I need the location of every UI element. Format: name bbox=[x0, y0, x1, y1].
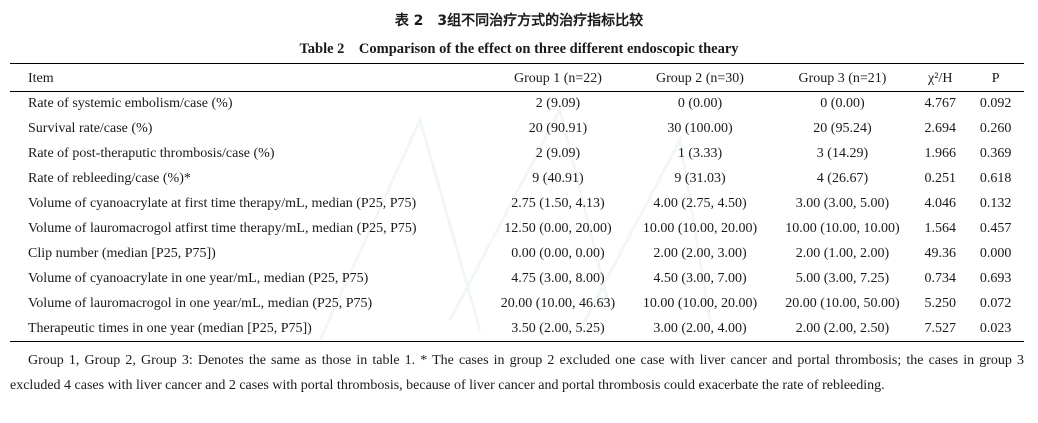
cell-item: Rate of post-theraputic thrombosis/case … bbox=[28, 145, 275, 161]
cell-group1: 20 (90.91) bbox=[528, 120, 588, 136]
cell-p: 0.132 bbox=[979, 195, 1012, 211]
bottom-rule bbox=[10, 341, 1024, 343]
cell-chi-h: 1.564 bbox=[924, 220, 956, 236]
cell-group1: 2.75 (1.50, 4.13) bbox=[511, 195, 605, 211]
cell-item: Volume of lauromacrogol in one year/mL, … bbox=[28, 295, 373, 311]
cell-group3: 10.00 (10.00, 10.00) bbox=[785, 220, 900, 236]
table-row: Rate of post-theraputic thrombosis/case … bbox=[10, 141, 1024, 166]
cell-chi-h: 4.767 bbox=[924, 95, 956, 111]
cell-item: Clip number (median [P25, P75]) bbox=[28, 245, 216, 261]
cell-item: Rate of systemic embolism/case (%) bbox=[28, 95, 233, 111]
table-row: Volume of cyanoacrylate at first time th… bbox=[10, 191, 1024, 216]
cell-item: Volume of lauromacrogol atfirst time the… bbox=[28, 220, 417, 236]
cell-group3: 2.00 (1.00, 2.00) bbox=[795, 245, 890, 261]
table-row: Survival rate/case (%) 20 (90.91) 30 (100.… bbox=[10, 116, 1024, 141]
cell-group2: 9 (31.03) bbox=[674, 170, 726, 186]
col-header-chi-h: χ²/H bbox=[928, 70, 953, 86]
cell-group2: 3.00 (2.00, 4.00) bbox=[653, 320, 747, 336]
cell-group2: 4.00 (2.75, 4.50) bbox=[653, 195, 747, 211]
cell-p: 0.457 bbox=[979, 220, 1012, 236]
table-row: Clip number (median [P25, P75]) 0.00 (0.0… bbox=[10, 241, 1024, 266]
comparison-table: Item Group 1 (n=22) Group 2 (n=30) Group… bbox=[10, 66, 1024, 341]
cell-group1: 0.00 (0.00, 0.00) bbox=[511, 245, 605, 261]
cell-p: 0.000 bbox=[979, 245, 1012, 261]
cell-p: 0.260 bbox=[979, 120, 1012, 136]
cell-chi-h: 0.251 bbox=[924, 170, 956, 186]
cell-group3: 5.00 (3.00, 7.25) bbox=[795, 270, 890, 286]
cell-group3: 20 (95.24) bbox=[813, 120, 872, 136]
cell-p: 0.618 bbox=[979, 170, 1012, 186]
col-header-group2: Group 2 (n=30) bbox=[655, 70, 744, 86]
cell-p: 0.072 bbox=[979, 295, 1012, 311]
table-title-english: Table 2 Comparison of the effect on thre… bbox=[299, 41, 739, 57]
cell-chi-h: 2.694 bbox=[924, 120, 956, 136]
table-row: Rate of rebleeding/case (%)* 9 (40.91) 9 (… bbox=[10, 166, 1024, 191]
cell-group1: 12.50 (0.00, 20.00) bbox=[504, 220, 612, 236]
table-row: Volume of lauromacrogol in one year/mL, … bbox=[10, 291, 1024, 316]
cell-group2: 2.00 (2.00, 3.00) bbox=[653, 245, 747, 261]
col-header-group1: Group 1 (n=22) bbox=[513, 70, 602, 86]
cell-group1: 20.00 (10.00, 46.63) bbox=[500, 295, 616, 311]
cell-group2: 0 (0.00) bbox=[677, 95, 723, 111]
cell-group1: 4.75 (3.00, 8.00) bbox=[511, 270, 605, 286]
cell-chi-h: 1.966 bbox=[924, 145, 956, 161]
cell-group3: 20.00 (10.00, 50.00) bbox=[785, 295, 900, 311]
table-row: Volume of lauromacrogol atfirst time the… bbox=[10, 216, 1024, 241]
cell-group3: 3.00 (3.00, 5.00) bbox=[795, 195, 890, 211]
cell-chi-h: 5.250 bbox=[924, 295, 956, 311]
cell-p: 0.369 bbox=[979, 145, 1012, 161]
cell-item: Volume of cyanoacrylate in one year/mL, … bbox=[28, 270, 369, 286]
col-header-p: P bbox=[991, 70, 1000, 86]
header-row: Item Group 1 (n=22) Group 2 (n=30) Group… bbox=[10, 66, 1024, 91]
cell-item: Volume of cyanoacrylate at first time th… bbox=[28, 195, 417, 211]
cell-p: 0.092 bbox=[979, 95, 1012, 111]
watermark bbox=[318, 105, 712, 341]
cell-group3: 4 (26.67) bbox=[816, 170, 869, 186]
cell-chi-h: 0.734 bbox=[924, 270, 956, 286]
table-row: Rate of systemic embolism/case (%) 2 (9.0… bbox=[10, 91, 1024, 116]
cell-group2: 4.50 (3.00, 7.00) bbox=[653, 270, 747, 286]
col-header-item: Item bbox=[28, 70, 54, 86]
table-title-chinese: 表 2 3组不同治疗方式的治疗指标比较 bbox=[394, 13, 644, 29]
header-rule bbox=[10, 91, 1024, 92]
cell-p: 0.023 bbox=[979, 320, 1012, 336]
cell-group2: 10.00 (10.00, 20.00) bbox=[642, 295, 758, 311]
cell-group2: 30 (100.00) bbox=[667, 120, 733, 136]
cell-group2: 1 (3.33) bbox=[677, 145, 723, 161]
cell-group2: 10.00 (10.00, 20.00) bbox=[642, 220, 758, 236]
cell-item: Rate of rebleeding/case (%)* bbox=[28, 170, 191, 186]
cell-group3: 2.00 (2.00, 2.50) bbox=[795, 320, 890, 336]
table-footnote: Group 1, Group 2, Group 3: Denotes the s… bbox=[10, 353, 1024, 393]
cell-chi-h: 49.36 bbox=[924, 245, 956, 261]
cell-group1: 2 (9.09) bbox=[535, 145, 581, 161]
cell-item: Therapeutic times in one year (median [P… bbox=[28, 320, 312, 336]
table-row: Therapeutic times in one year (median [P… bbox=[10, 316, 1024, 341]
cell-item: Survival rate/case (%) bbox=[28, 120, 153, 136]
cell-group1: 2 (9.09) bbox=[535, 95, 581, 111]
top-rule bbox=[10, 63, 1024, 65]
table-row: Volume of cyanoacrylate in one year/mL, … bbox=[10, 266, 1024, 291]
cell-p: 0.693 bbox=[979, 270, 1012, 286]
col-header-group3: Group 3 (n=21) bbox=[798, 70, 887, 86]
cell-chi-h: 4.046 bbox=[924, 195, 956, 211]
cell-group3: 0 (0.00) bbox=[820, 95, 865, 111]
cell-group1: 3.50 (2.00, 5.25) bbox=[511, 320, 605, 336]
cell-group3: 3 (14.29) bbox=[816, 145, 869, 161]
cell-chi-h: 7.527 bbox=[924, 320, 956, 336]
cell-group1: 9 (40.91) bbox=[532, 170, 584, 186]
